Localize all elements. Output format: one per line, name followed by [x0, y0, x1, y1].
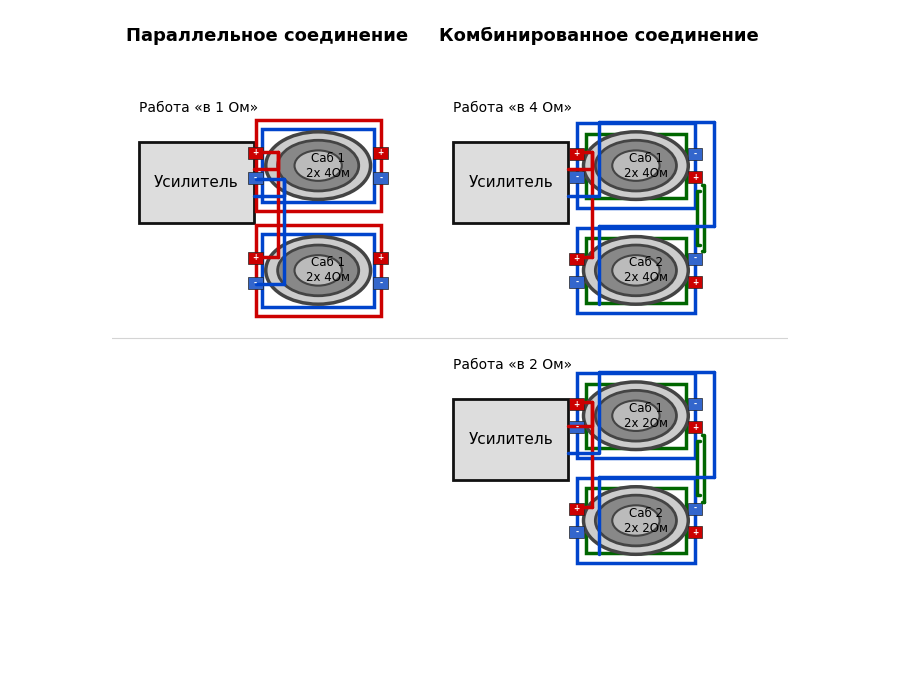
Ellipse shape	[294, 256, 342, 285]
Text: +: +	[378, 149, 383, 158]
Text: +: +	[253, 149, 259, 158]
Bar	[256, 224, 381, 316]
Bar	[577, 479, 695, 562]
Ellipse shape	[583, 382, 688, 450]
Bar	[586, 134, 687, 197]
Bar	[586, 488, 687, 553]
Ellipse shape	[294, 150, 342, 180]
Text: -: -	[379, 174, 382, 183]
Bar	[248, 147, 263, 159]
Bar	[577, 373, 695, 458]
Ellipse shape	[277, 245, 359, 296]
Text: -: -	[575, 423, 579, 432]
Bar	[263, 128, 374, 203]
Bar	[577, 123, 695, 208]
Bar	[570, 421, 584, 433]
Bar	[570, 526, 584, 538]
Text: +: +	[253, 254, 259, 262]
Ellipse shape	[595, 245, 677, 296]
Text: +: +	[692, 173, 698, 182]
Bar	[688, 276, 703, 288]
Bar	[688, 398, 703, 410]
Bar	[577, 228, 695, 312]
Bar	[374, 172, 388, 185]
Bar	[586, 384, 687, 448]
Text: Саб 1
2х 2Ом: Саб 1 2х 2Ом	[624, 402, 668, 430]
Text: Саб 1
2х 4Ом: Саб 1 2х 4Ом	[306, 256, 350, 285]
Bar	[248, 172, 263, 185]
Text: -: -	[575, 173, 579, 182]
Ellipse shape	[595, 495, 677, 546]
Ellipse shape	[583, 132, 688, 199]
Bar	[570, 253, 584, 265]
Ellipse shape	[612, 256, 660, 285]
Bar	[570, 171, 584, 183]
Bar	[248, 251, 263, 264]
Ellipse shape	[583, 487, 688, 554]
Bar	[688, 171, 703, 183]
Text: +: +	[692, 423, 698, 432]
Bar	[374, 277, 388, 289]
Text: -: -	[694, 149, 697, 158]
Bar	[688, 503, 703, 515]
Text: -: -	[575, 528, 579, 537]
Text: +: +	[692, 278, 698, 287]
Text: Саб 1
2х 4Ом: Саб 1 2х 4Ом	[624, 151, 668, 180]
Ellipse shape	[583, 237, 688, 304]
Text: -: -	[694, 504, 697, 513]
Text: Усилитель: Усилитель	[469, 432, 554, 447]
Text: Комбинированное соединение: Комбинированное соединение	[439, 27, 759, 45]
Bar	[570, 503, 584, 515]
Text: Саб 2
2х 4Ом: Саб 2 2х 4Ом	[624, 256, 668, 285]
Text: +: +	[573, 400, 580, 408]
Text: -: -	[379, 279, 382, 287]
Text: Саб 2
2х 2Ом: Саб 2 2х 2Ом	[624, 506, 668, 535]
Ellipse shape	[266, 237, 371, 304]
FancyBboxPatch shape	[454, 142, 568, 223]
Text: -: -	[694, 400, 697, 408]
Ellipse shape	[612, 400, 660, 431]
Bar	[374, 147, 388, 159]
Bar	[688, 526, 703, 538]
Text: Усилитель: Усилитель	[469, 175, 554, 190]
Text: -: -	[254, 174, 257, 183]
Bar	[688, 253, 703, 265]
Text: -: -	[694, 254, 697, 263]
Ellipse shape	[612, 150, 660, 180]
FancyBboxPatch shape	[454, 399, 568, 480]
Bar	[248, 277, 263, 289]
Bar	[688, 148, 703, 160]
Bar	[374, 251, 388, 264]
Bar	[570, 148, 584, 160]
Text: -: -	[575, 278, 579, 287]
Ellipse shape	[277, 141, 359, 191]
Ellipse shape	[595, 391, 677, 441]
Ellipse shape	[266, 132, 371, 199]
Text: Работа «в 4 Ом»: Работа «в 4 Ом»	[454, 101, 572, 115]
Text: +: +	[378, 254, 383, 262]
Text: +: +	[573, 149, 580, 158]
Text: +: +	[692, 528, 698, 537]
FancyBboxPatch shape	[139, 142, 254, 223]
Text: +: +	[573, 504, 580, 513]
Ellipse shape	[595, 141, 677, 191]
Text: Усилитель: Усилитель	[154, 175, 238, 190]
Ellipse shape	[612, 505, 660, 535]
Text: +: +	[573, 254, 580, 263]
Text: Саб 1
2х 4Ом: Саб 1 2х 4Ом	[306, 151, 350, 180]
Text: Работа «в 1 Ом»: Работа «в 1 Ом»	[139, 101, 258, 115]
Bar	[586, 239, 687, 303]
Bar	[688, 421, 703, 433]
Text: Работа «в 2 Ом»: Работа «в 2 Ом»	[454, 358, 572, 372]
Bar	[570, 398, 584, 410]
Bar	[570, 276, 584, 288]
Bar	[256, 120, 381, 211]
Text: Параллельное соединение: Параллельное соединение	[126, 27, 409, 45]
Text: -: -	[254, 279, 257, 287]
Bar	[263, 234, 374, 307]
